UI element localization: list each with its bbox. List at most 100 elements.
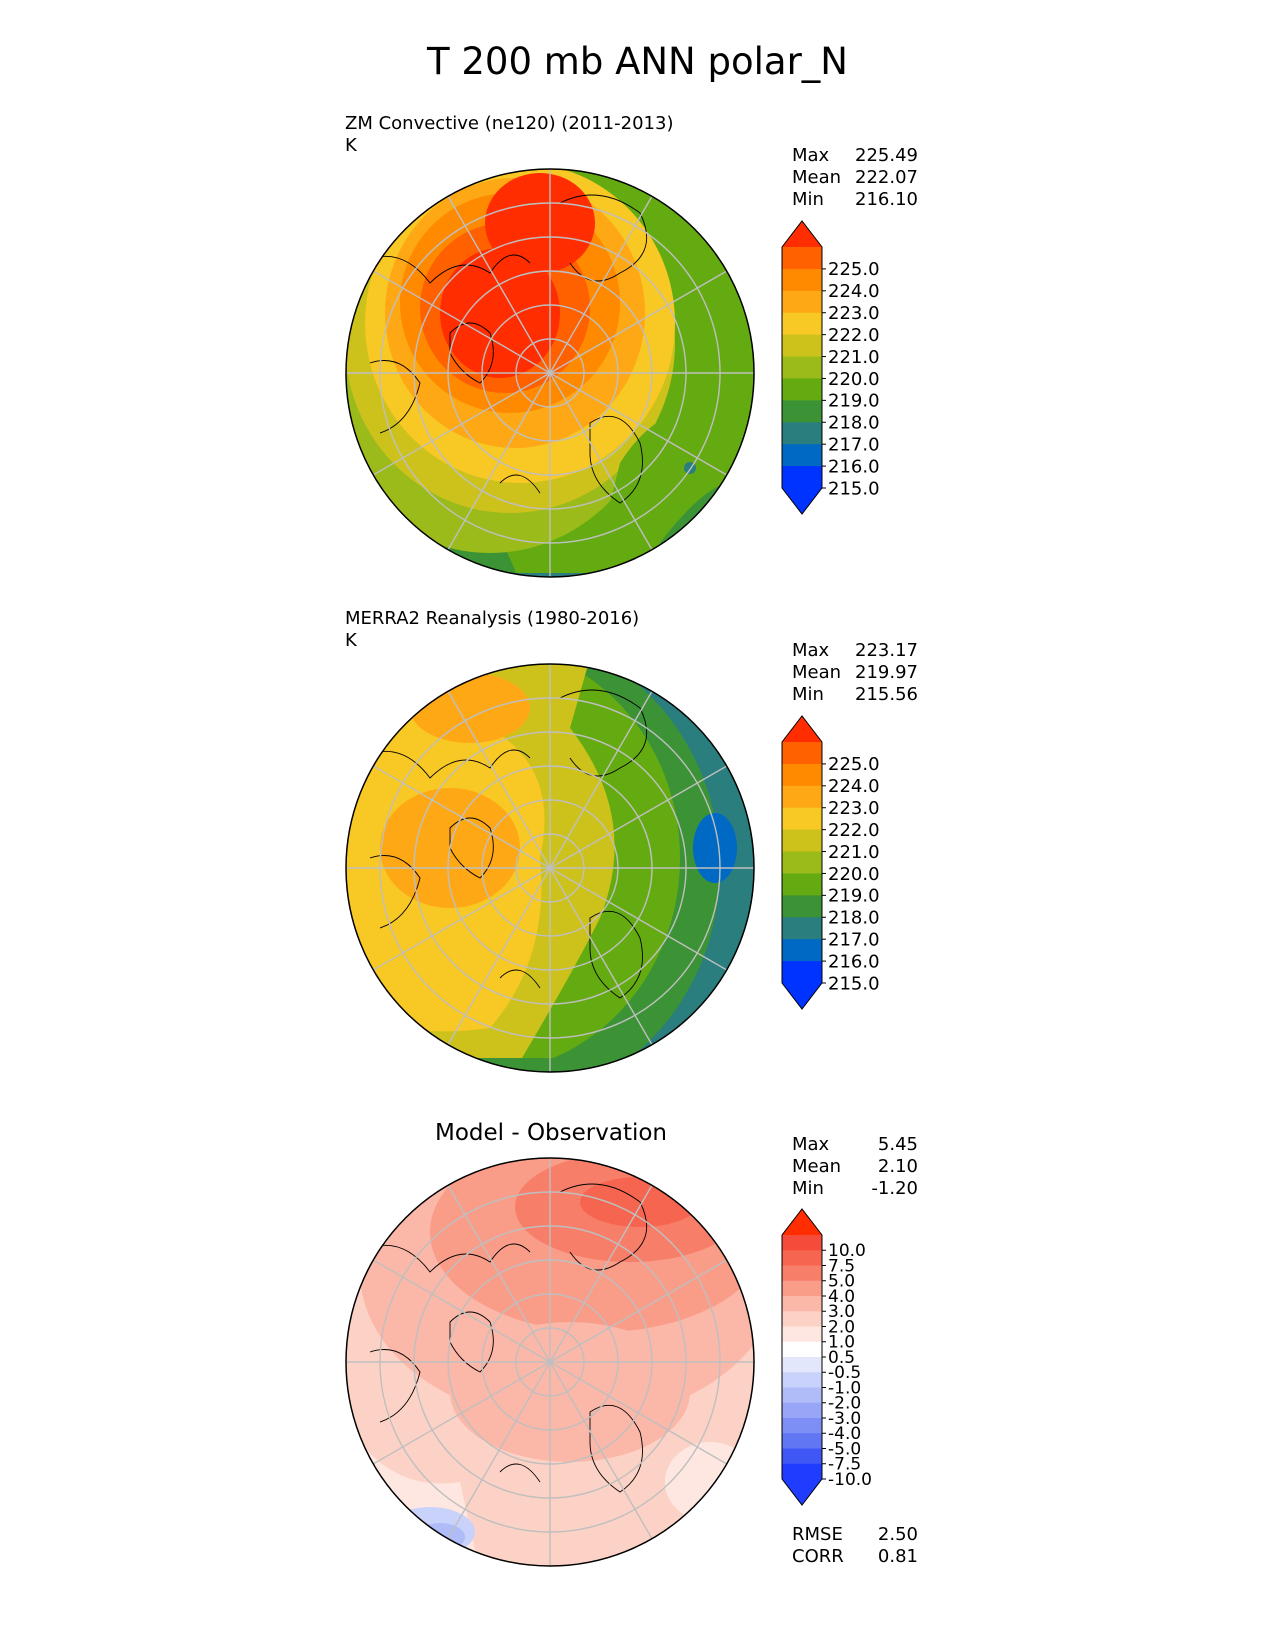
colorbar-tick-label: 5.0 <box>828 1272 855 1292</box>
colorbar-tick-label: 221.0 <box>828 347 880 368</box>
colorbar-segment <box>782 1250 822 1266</box>
min-value: 215.56 <box>855 684 918 705</box>
mean-value: 219.97 <box>855 662 918 683</box>
colorbar-segment <box>782 1463 822 1480</box>
colorbar-tick-label: 222.0 <box>828 820 880 841</box>
panel-1-coastlines <box>359 194 648 504</box>
colorbar-tick-label: -3.0 <box>828 1409 861 1429</box>
colorbar-segment <box>782 378 822 401</box>
colorbar-tick-label: 225.0 <box>828 754 880 775</box>
panel-2-map <box>345 663 755 1073</box>
colorbar-segment <box>782 290 822 314</box>
colorbar-segment <box>782 1372 822 1388</box>
colorbar-segment <box>782 268 822 292</box>
colorbar-tick-label: 221.0 <box>828 842 880 863</box>
panel-1-colorbar: 225.0224.0223.0222.0221.0220.0219.0218.0… <box>781 220 880 515</box>
colorbar-segment <box>782 742 822 765</box>
colorbar-segment <box>782 1311 822 1327</box>
colorbar-tick-label: 223.0 <box>828 303 880 324</box>
panel-3-title: Model - Observation <box>434 1120 668 1146</box>
colorbar-tick-label: 7.5 <box>828 1256 855 1276</box>
colorbar-segment <box>782 334 822 358</box>
colorbar-segment <box>782 1235 822 1251</box>
colorbar-segment <box>782 1341 822 1358</box>
colorbar-tick-label: 220.0 <box>828 864 880 885</box>
colorbar-segment <box>782 961 822 984</box>
colorbar-segment <box>782 1296 822 1312</box>
colorbar-tick-label: 1.0 <box>828 1333 855 1353</box>
colorbar-segment <box>782 895 822 918</box>
panel-3-stats: Max 5.45 Mean 2.10 Min -1.20 <box>792 1134 918 1200</box>
panel-2-graticule <box>346 664 754 1072</box>
colorbar-tick-label: 224.0 <box>828 281 880 302</box>
colorbar-tick-label: 223.0 <box>828 798 880 819</box>
colorbar-segment <box>782 312 822 336</box>
colorbar-tick-label: 217.0 <box>828 434 880 455</box>
figure-title: T 200 mb ANN polar_N <box>427 40 848 83</box>
rmse-label: RMSE <box>792 1524 843 1545</box>
colorbar-tick-label: 219.0 <box>828 391 880 412</box>
colorbar-segment <box>782 1357 822 1373</box>
panel-1-map <box>345 168 755 578</box>
panel-1-units: K <box>345 135 357 156</box>
max-label: Max <box>792 145 830 166</box>
colorbar-tick-label: 215.0 <box>828 478 880 499</box>
panel-1-name: ZM Convective (ne120) (2011-2013) <box>345 113 674 134</box>
colorbar-segment <box>782 785 822 809</box>
min-value: -1.20 <box>871 1178 918 1199</box>
colorbar-tick-label: 222.0 <box>828 325 880 346</box>
colorbar-tick-label: -1.0 <box>828 1378 861 1398</box>
panel-1-stats: Max 225.49 Mean 222.07 Min 216.10 <box>792 145 918 211</box>
colorbar-tick-label: -10.0 <box>828 1470 872 1490</box>
colorbar-tick-label: 216.0 <box>828 456 880 477</box>
colorbar-segment <box>782 873 822 896</box>
colorbar-extend-min <box>782 983 822 1009</box>
colorbar-segment <box>782 400 822 423</box>
colorbar-segment <box>782 763 822 787</box>
min-label: Min <box>792 684 824 705</box>
colorbar-segment <box>782 356 822 379</box>
colorbar-segment <box>782 939 822 962</box>
rmse-value: 2.50 <box>877 1524 918 1545</box>
panel-3-colorbar: 10.07.55.04.03.02.01.00.5-0.5-1.0-2.0-3.… <box>781 1208 872 1506</box>
colorbar-segment <box>782 1265 822 1282</box>
colorbar-segment <box>782 1402 822 1419</box>
panel-3-boundary <box>345 1157 755 1567</box>
colorbar-tick-label: 217.0 <box>828 929 880 950</box>
colorbar-segment <box>782 1387 822 1404</box>
max-value: 5.45 <box>877 1134 918 1155</box>
colorbar-tick-label: 0.5 <box>828 1348 855 1368</box>
colorbar-segment <box>782 466 822 489</box>
colorbar-tick-label: -2.0 <box>828 1394 861 1414</box>
panel-1-boundary <box>345 168 755 578</box>
corr-label: CORR <box>792 1546 844 1567</box>
colorbar-tick-label: 219.0 <box>828 886 880 907</box>
panel-2-boundary <box>345 663 755 1073</box>
colorbar-segment <box>782 829 822 853</box>
colorbar-tick-label: -4.0 <box>828 1424 861 1444</box>
panel-1-graticule <box>346 169 754 577</box>
colorbar-extend-max <box>782 716 822 742</box>
colorbar-tick-label: 224.0 <box>828 776 880 797</box>
max-value: 223.17 <box>855 640 918 661</box>
colorbar-tick-label: 218.0 <box>828 908 880 929</box>
colorbar-tick-label: 215.0 <box>828 973 880 994</box>
colorbar-tick-label: 216.0 <box>828 951 880 972</box>
panel-2-name: MERRA2 Reanalysis (1980-2016) <box>345 608 640 629</box>
colorbar-segment <box>782 422 822 445</box>
mean-value: 222.07 <box>855 167 918 188</box>
colorbar-tick-label: 218.0 <box>828 413 880 434</box>
mean-label: Mean <box>792 1156 842 1177</box>
colorbar-tick-label: 3.0 <box>828 1302 855 1322</box>
colorbar-extend-min <box>782 1479 822 1505</box>
colorbar-segment <box>782 1418 822 1434</box>
max-value: 225.49 <box>855 145 918 166</box>
panel-2-units: K <box>345 630 357 651</box>
colorbar-segment <box>782 444 822 467</box>
panel-2-title: MERRA2 Reanalysis (1980-2016) K <box>345 608 639 652</box>
colorbar-segment <box>782 1280 822 1297</box>
colorbar-extend-max <box>782 1209 822 1235</box>
max-label: Max <box>792 1134 830 1155</box>
mean-value: 2.10 <box>877 1156 918 1177</box>
colorbar-segment <box>782 1433 822 1449</box>
